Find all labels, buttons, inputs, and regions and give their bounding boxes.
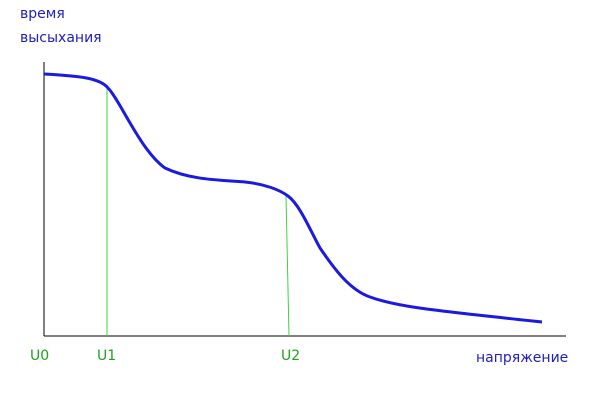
- x-point-label: U1: [97, 348, 116, 364]
- y-axis-label: высыхания: [20, 30, 102, 46]
- x-point-label: U0: [30, 348, 49, 364]
- u2-guide: [285, 195, 290, 337]
- x-axis-label: напряжение: [476, 350, 568, 366]
- y-axis-label: время: [20, 6, 65, 22]
- curve: [43, 72, 543, 324]
- x-point-label: U2: [281, 348, 300, 364]
